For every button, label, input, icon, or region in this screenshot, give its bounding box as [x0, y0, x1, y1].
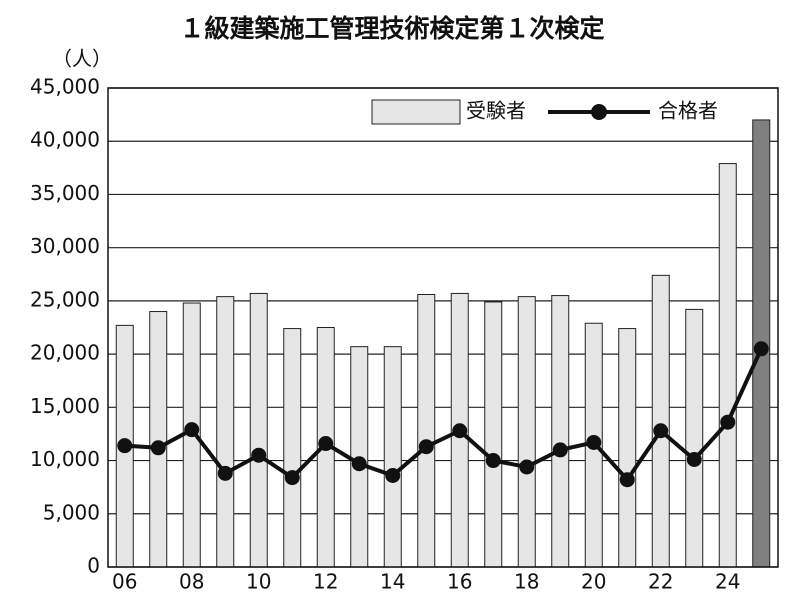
- x-tick-label: 18: [514, 570, 539, 594]
- marker: [251, 447, 267, 463]
- marker: [653, 423, 669, 439]
- y-tick-label: 25,000: [30, 287, 100, 311]
- bar: [651, 274, 670, 568]
- bar: [417, 294, 436, 568]
- x-tick-label: 12: [313, 570, 338, 594]
- plot-frame: [107, 87, 779, 568]
- legend-swatch: [371, 99, 461, 125]
- x-tick-label: 22: [648, 570, 673, 594]
- y-tick-label: 30,000: [30, 234, 100, 258]
- x-tick-label: 06: [112, 570, 137, 594]
- marker: [150, 440, 166, 456]
- marker: [753, 341, 769, 357]
- marker: [184, 422, 200, 438]
- marker: [318, 436, 334, 452]
- marker: [117, 438, 133, 454]
- bar: [517, 296, 536, 568]
- x-tick-label: 14: [380, 570, 405, 594]
- bar: [551, 295, 570, 568]
- marker: [217, 465, 233, 481]
- bar: [484, 301, 503, 568]
- y-axis-label: （人）: [52, 47, 112, 71]
- bar: [383, 346, 402, 568]
- marker: [586, 434, 602, 450]
- bar: [216, 296, 235, 568]
- marker: [686, 451, 702, 467]
- bar: [149, 311, 168, 568]
- legend-label: 合格者: [658, 99, 718, 123]
- marker: [552, 442, 568, 458]
- marker: [519, 459, 535, 475]
- marker: [452, 423, 468, 439]
- legend-marker: [591, 104, 607, 120]
- y-tick-label: 5,000: [43, 500, 100, 524]
- marker: [485, 453, 501, 469]
- marker: [720, 414, 736, 430]
- x-tick-label: 24: [715, 570, 740, 594]
- bar: [685, 308, 704, 568]
- x-tick-label: 16: [447, 570, 472, 594]
- marker: [619, 472, 635, 488]
- bar: [249, 292, 268, 568]
- marker: [385, 467, 401, 483]
- bar: [718, 163, 737, 568]
- bar: [618, 328, 637, 568]
- x-tick-label: 08: [179, 570, 204, 594]
- marker: [351, 456, 367, 472]
- x-tick-label: 20: [581, 570, 606, 594]
- bar: [283, 328, 302, 568]
- y-tick-label: 35,000: [30, 181, 100, 205]
- marker: [284, 470, 300, 486]
- y-tick-label: 0: [87, 554, 100, 578]
- y-tick-label: 20,000: [30, 341, 100, 365]
- y-tick-label: 45,000: [30, 75, 100, 99]
- x-tick-label: 10: [246, 570, 271, 594]
- y-tick-label: 40,000: [30, 128, 100, 152]
- legend-label: 受験者: [466, 99, 526, 123]
- marker: [418, 439, 434, 455]
- y-tick-label: 10,000: [30, 447, 100, 471]
- chart-title: １級建築施工管理技術検定第１次検定: [179, 14, 604, 43]
- y-tick-label: 15,000: [30, 394, 100, 418]
